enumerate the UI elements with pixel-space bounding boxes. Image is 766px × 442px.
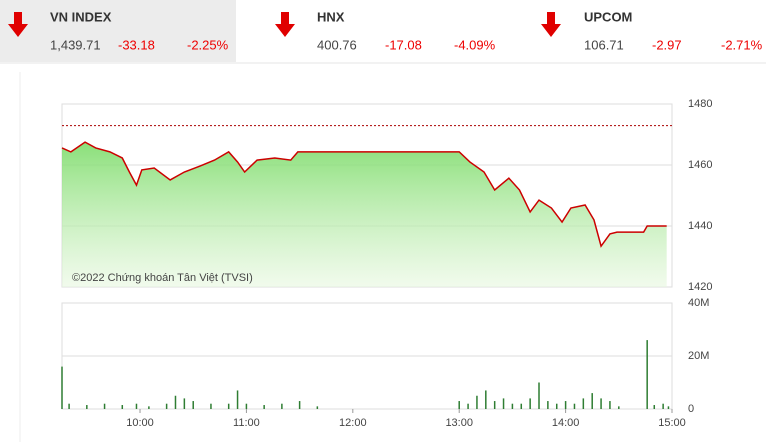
down-arrow <box>541 12 561 37</box>
y-tick-label: 20M <box>688 350 709 362</box>
volume-bar <box>236 390 239 409</box>
volume-bar <box>520 403 523 409</box>
down-arrow <box>275 12 295 37</box>
index-change: -17.08 <box>385 37 422 52</box>
volume-bar <box>555 403 558 409</box>
volume-bar <box>609 401 611 409</box>
volume-bar <box>103 403 106 409</box>
x-tick-label: 14:00 <box>552 417 580 429</box>
volume-bar <box>135 403 138 409</box>
volume-bar <box>121 405 124 409</box>
y-tick-label: 1480 <box>688 98 712 110</box>
volume-bar <box>591 393 593 409</box>
volume-bar <box>618 406 620 409</box>
volume-bar <box>667 406 670 409</box>
volume-bar <box>192 401 194 409</box>
volume-bar <box>564 401 567 409</box>
index-name: UPCOM <box>584 9 632 24</box>
volume-bar <box>263 405 265 409</box>
index-value: 106.71 <box>584 37 624 52</box>
index-change: -2.97 <box>652 37 682 52</box>
x-tick-label: 12:00 <box>339 417 367 429</box>
price-line <box>61 141 667 248</box>
volume-bar <box>476 395 478 409</box>
y-tick-label: 0 <box>688 403 694 415</box>
tile-bg <box>0 0 236 62</box>
volume-bar <box>281 403 283 409</box>
y-tick-label: 1460 <box>688 159 712 171</box>
index-value: 400.76 <box>317 37 357 52</box>
y-tick-label: 1420 <box>688 281 712 293</box>
index-change: -33.18 <box>118 37 155 52</box>
x-tick-label: 11:00 <box>233 417 260 429</box>
volume-bar <box>547 401 549 409</box>
index-name: HNX <box>317 9 345 24</box>
volume-bar <box>148 406 150 409</box>
volume-bar <box>227 403 230 409</box>
volume-bar <box>502 398 505 409</box>
volume-bar <box>511 403 514 409</box>
volume-bar <box>68 403 70 409</box>
x-tick-label: 13:00 <box>445 417 473 429</box>
volume-bar <box>245 403 248 409</box>
x-tick-label: 15:00 <box>658 417 686 429</box>
volume-bar <box>573 403 576 409</box>
volume-bar <box>183 398 186 409</box>
x-tick-label: 10:00 <box>126 417 154 429</box>
volume-bar <box>61 366 63 409</box>
y-tick-label: 40M <box>688 297 709 309</box>
volume-bar <box>86 405 88 409</box>
down-arrow <box>8 12 28 37</box>
volume-bar <box>538 382 540 409</box>
volume-bar <box>653 405 656 409</box>
volume-bar <box>298 401 301 409</box>
volume-bar <box>174 395 177 409</box>
volume-bar <box>493 401 496 409</box>
volume-bar <box>458 401 460 409</box>
volume-bar <box>485 390 487 409</box>
volume-bar <box>316 406 319 409</box>
volume-bar <box>646 340 648 409</box>
volume-bar <box>467 403 469 409</box>
index-name: VN INDEX <box>50 9 112 24</box>
index-percent: -4.09% <box>454 37 496 52</box>
volume-bar <box>600 398 602 409</box>
index-percent: -2.71% <box>721 37 763 52</box>
y-tick-label: 1440 <box>688 220 712 232</box>
volume-bar <box>662 403 664 409</box>
volume-bar <box>165 403 168 409</box>
copyright: ©2022 Chứng khoán Tân Việt (TVSI) <box>72 272 253 284</box>
volume-bar <box>529 398 531 409</box>
area-fill <box>62 142 667 287</box>
index-percent: -2.25% <box>187 37 229 52</box>
index-value: 1,439.71 <box>50 37 101 52</box>
volume-bar <box>582 398 585 409</box>
volume-bar <box>210 403 212 409</box>
